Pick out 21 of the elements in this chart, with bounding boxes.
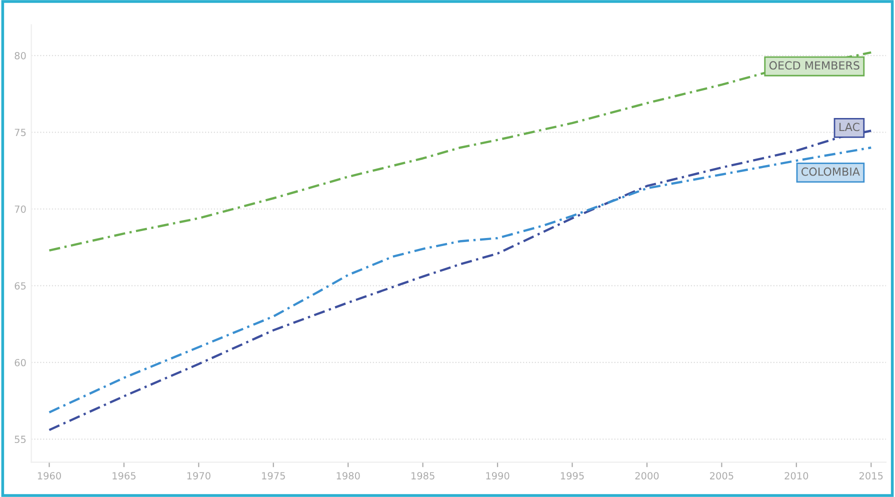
x-tick-label: 2015 <box>859 472 883 480</box>
x-tick-label: 1990 <box>486 472 510 480</box>
x-tick-label: 2005 <box>710 472 734 480</box>
series-label: LAC <box>839 122 860 132</box>
x-tick-label: 1960 <box>38 472 61 480</box>
series-label: OECD MEMBERS <box>769 61 860 70</box>
x-tick-label: 2010 <box>784 472 808 480</box>
y-tick-label: 70 <box>14 205 26 213</box>
y-tick-label: 60 <box>14 358 26 366</box>
y-tick-label: 75 <box>14 128 26 136</box>
x-tick-label: 1980 <box>336 472 360 480</box>
x-tick-label: 1985 <box>412 472 434 480</box>
x-tick-label: 2000 <box>635 472 659 480</box>
x-tick-label: 1965 <box>112 472 136 480</box>
y-tick-label: 55 <box>14 436 26 444</box>
y-tick-label: 65 <box>14 282 26 290</box>
x-tick-label: 1975 <box>262 472 285 480</box>
x-tick-label: 1995 <box>560 472 584 480</box>
series-label: COLOMBIA <box>801 167 860 176</box>
x-tick-label: 1970 <box>187 472 210 480</box>
y-tick-label: 80 <box>14 52 26 60</box>
